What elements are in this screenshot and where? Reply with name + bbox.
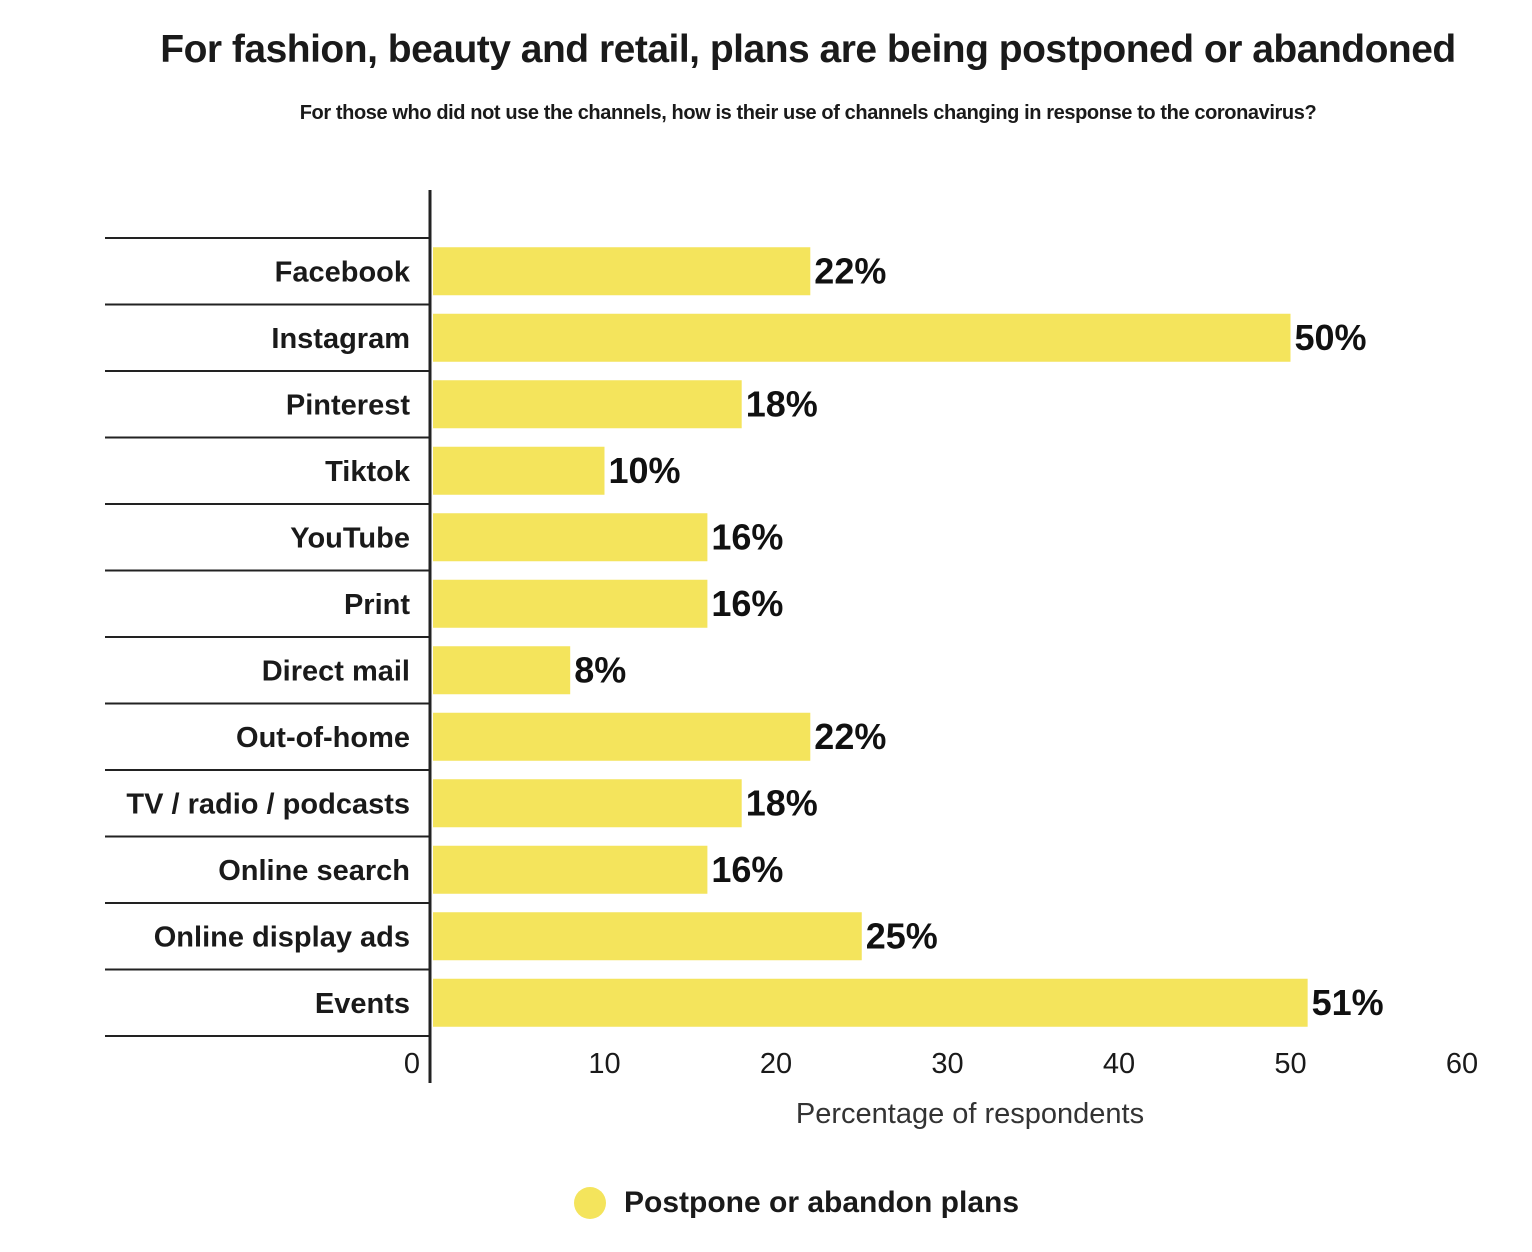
data-label: 50% bbox=[1295, 317, 1367, 358]
data-label: 16% bbox=[711, 849, 783, 890]
x-axis-title: Percentage of respondents bbox=[796, 1098, 1144, 1130]
bar bbox=[433, 313, 1291, 362]
category-label: Facebook bbox=[275, 256, 411, 288]
bar bbox=[433, 446, 605, 495]
legend-label: Postpone or abandon plans bbox=[624, 1186, 1020, 1219]
data-label: 18% bbox=[746, 383, 818, 424]
bar bbox=[433, 646, 571, 695]
data-label: 16% bbox=[711, 516, 783, 557]
category-label: Online display ads bbox=[154, 921, 410, 953]
bar bbox=[433, 779, 742, 828]
bar bbox=[433, 712, 811, 761]
x-tick-label: 30 bbox=[931, 1048, 963, 1080]
bar bbox=[433, 247, 811, 296]
category-label: Print bbox=[344, 589, 410, 621]
data-label: 51% bbox=[1312, 982, 1384, 1023]
data-label: 22% bbox=[814, 716, 886, 757]
category-label: Tiktok bbox=[325, 456, 411, 488]
category-label: YouTube bbox=[290, 522, 410, 554]
bar bbox=[433, 845, 708, 894]
bar bbox=[433, 579, 708, 628]
category-label: TV / radio / podcasts bbox=[126, 788, 410, 820]
x-tick-label: 60 bbox=[1446, 1048, 1478, 1080]
x-tick-label: 40 bbox=[1103, 1048, 1135, 1080]
category-label: Instagram bbox=[271, 323, 410, 355]
category-label: Pinterest bbox=[286, 389, 410, 421]
category-label: Out-of-home bbox=[236, 722, 410, 754]
data-label: 8% bbox=[574, 649, 626, 690]
category-label: Online search bbox=[218, 855, 410, 887]
data-label: 16% bbox=[711, 583, 783, 624]
x-tick-label: 0 bbox=[404, 1048, 420, 1080]
category-label: Events bbox=[315, 988, 410, 1020]
bar bbox=[433, 380, 742, 429]
legend: Postpone or abandon plans bbox=[574, 1186, 1019, 1220]
bar bbox=[433, 912, 862, 961]
category-label: Direct mail bbox=[262, 655, 410, 687]
chart-subtitle: For those who did not use the channels, … bbox=[299, 102, 1317, 124]
data-label: 25% bbox=[866, 915, 938, 956]
legend-swatch bbox=[574, 1187, 606, 1219]
bar bbox=[433, 513, 708, 562]
data-label: 22% bbox=[814, 250, 886, 291]
x-tick-label: 10 bbox=[588, 1048, 620, 1080]
bar bbox=[433, 978, 1308, 1027]
x-tick-label: 50 bbox=[1274, 1048, 1306, 1080]
data-label: 10% bbox=[609, 450, 681, 491]
chart-title: For fashion, beauty and retail, plans ar… bbox=[160, 28, 1456, 71]
x-tick-label: 20 bbox=[760, 1048, 792, 1080]
data-label: 18% bbox=[746, 782, 818, 823]
